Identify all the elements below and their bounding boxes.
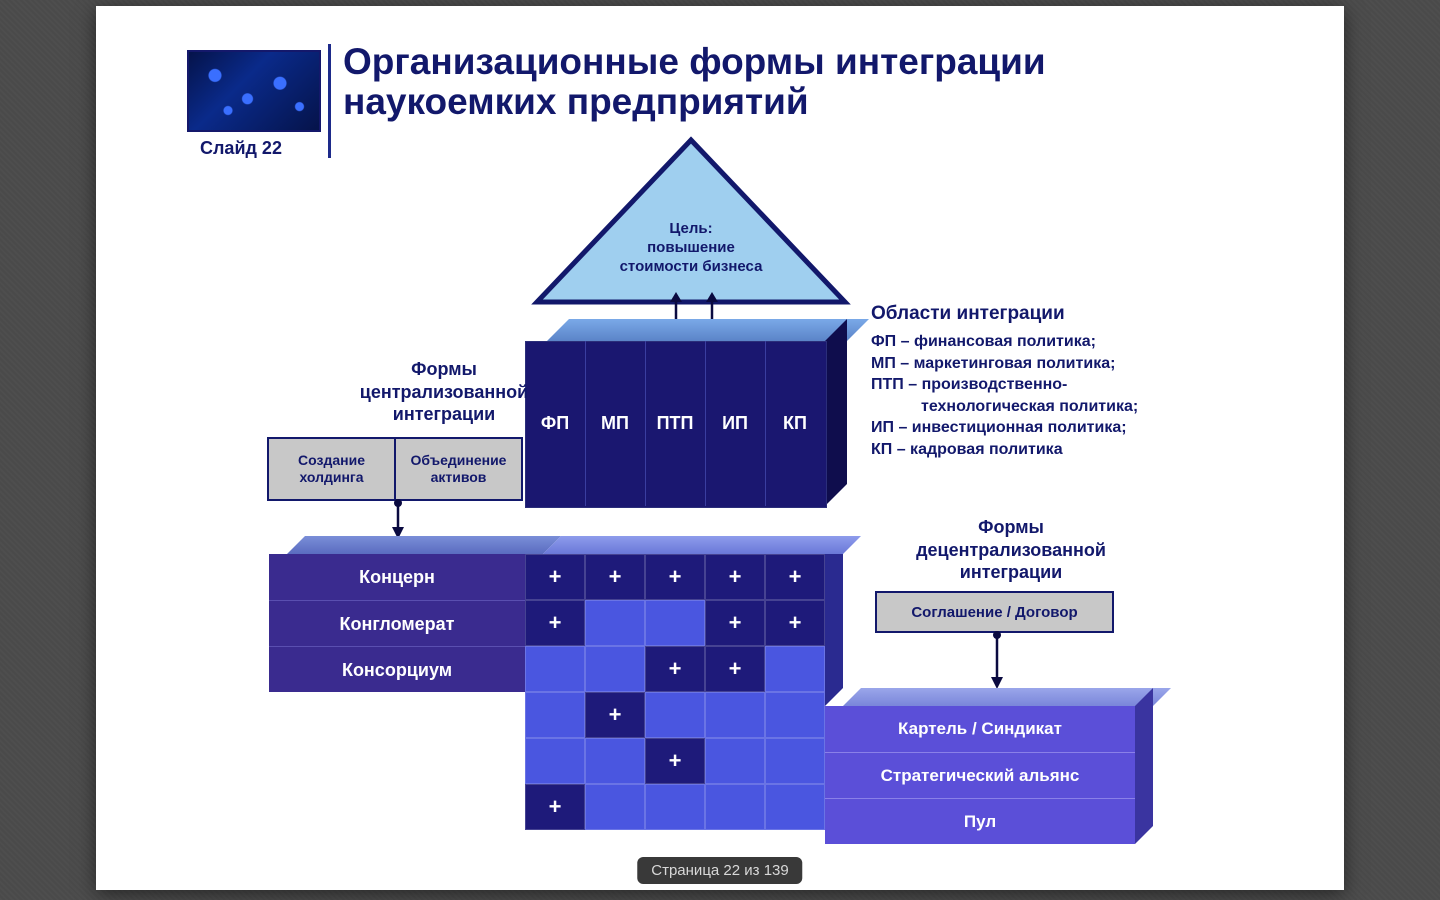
goal-text: Цель: повышение стоимости бизнеса	[591, 220, 791, 276]
title-line-1: Организационные формы интеграции	[343, 41, 1046, 82]
decentralized-box: Соглашение / Договор	[875, 591, 1114, 633]
slide-number-label: Слайд 22	[200, 138, 282, 159]
title-separator	[328, 44, 331, 158]
centralized-row-0: Концерн	[269, 554, 525, 600]
matrix-cell-4-0	[525, 738, 585, 784]
matrix-cell-1-0: +	[525, 600, 585, 646]
matrix-cell-1-1	[585, 600, 645, 646]
centralized-box-left: Создание холдинга	[269, 439, 394, 499]
title-line-2: наукоемких предприятий	[343, 81, 809, 122]
matrix-cell-3-4	[765, 692, 825, 738]
matrix-cell-0-2: +	[645, 554, 705, 600]
matrix-cell-5-4	[765, 784, 825, 830]
matrix-cell-4-1	[585, 738, 645, 784]
matrix-cell-0-3: +	[705, 554, 765, 600]
decentralized-row-1: Стратегический альянс	[825, 752, 1135, 799]
centralized-arrow-icon	[388, 499, 408, 541]
matrix-side-face	[825, 536, 843, 706]
centralized-cube-top-face	[287, 536, 561, 554]
matrix-cell-4-4	[765, 738, 825, 784]
centralized-box: Создание холдинга Объединение активов	[267, 437, 523, 501]
matrix-cell-1-3: +	[705, 600, 765, 646]
matrix-cell-2-1	[585, 646, 645, 692]
matrix-cell-5-1	[585, 784, 645, 830]
matrix-cell-3-1: +	[585, 692, 645, 738]
decentralized-arrow-icon	[987, 631, 1007, 691]
matrix-cell-3-3	[705, 692, 765, 738]
centralized-box-right: Объединение активов	[396, 439, 521, 499]
matrix-cell-4-2: +	[645, 738, 705, 784]
matrix-cell-2-4	[765, 646, 825, 692]
decentralized-row-2: Пул	[825, 798, 1135, 845]
matrix-cell-5-0: +	[525, 784, 585, 830]
decentralized-cube-side-face	[1135, 688, 1153, 844]
area-code-1: МП	[585, 341, 645, 506]
matrix-cell-2-3: +	[705, 646, 765, 692]
page-indicator: Страница 22 из 139	[637, 857, 802, 884]
matrix-cell-3-2	[645, 692, 705, 738]
centralized-row-1: Конгломерат	[269, 600, 525, 647]
decentralized-row-0: Картель / Синдикат	[825, 706, 1135, 752]
logo-image	[187, 50, 321, 132]
area-code-3: ИП	[705, 341, 765, 506]
matrix-cell-1-4: +	[765, 600, 825, 646]
matrix-cell-0-0: +	[525, 554, 585, 600]
decentralized-cube-top-face	[843, 688, 1171, 706]
centralized-row-2: Консорциум	[269, 646, 525, 693]
areas-cube-top-face	[547, 319, 869, 341]
integration-matrix: +++++++++++++	[525, 554, 825, 844]
areas-glossary: Области интеграции ФП – финансовая полит…	[871, 303, 1291, 461]
goal-triangle: Цель: повышение стоимости бизнеса	[531, 134, 851, 314]
matrix-cell-5-2	[645, 784, 705, 830]
centralized-header: Формы централизованной интеграции	[334, 358, 554, 426]
matrix-cell-2-0	[525, 646, 585, 692]
decentralized-header: Формы децентрализованной интеграции	[886, 516, 1136, 584]
area-code-4: КП	[765, 341, 825, 506]
area-code-2: ПТП	[645, 341, 705, 506]
matrix-cell-5-3	[705, 784, 765, 830]
matrix-top-face	[543, 536, 861, 554]
areas-header: Области интеграции	[871, 303, 1291, 325]
matrix-cell-4-3	[705, 738, 765, 784]
matrix-cell-0-1: +	[585, 554, 645, 600]
slide: Организационные формы интеграции наукоем…	[96, 6, 1344, 890]
matrix-cell-1-2	[645, 600, 705, 646]
matrix-cell-2-2: +	[645, 646, 705, 692]
matrix-cell-0-4: +	[765, 554, 825, 600]
slide-title: Организационные формы интеграции наукоем…	[343, 42, 1263, 122]
areas-cube-side-face	[825, 319, 847, 506]
matrix-cell-3-0	[525, 692, 585, 738]
